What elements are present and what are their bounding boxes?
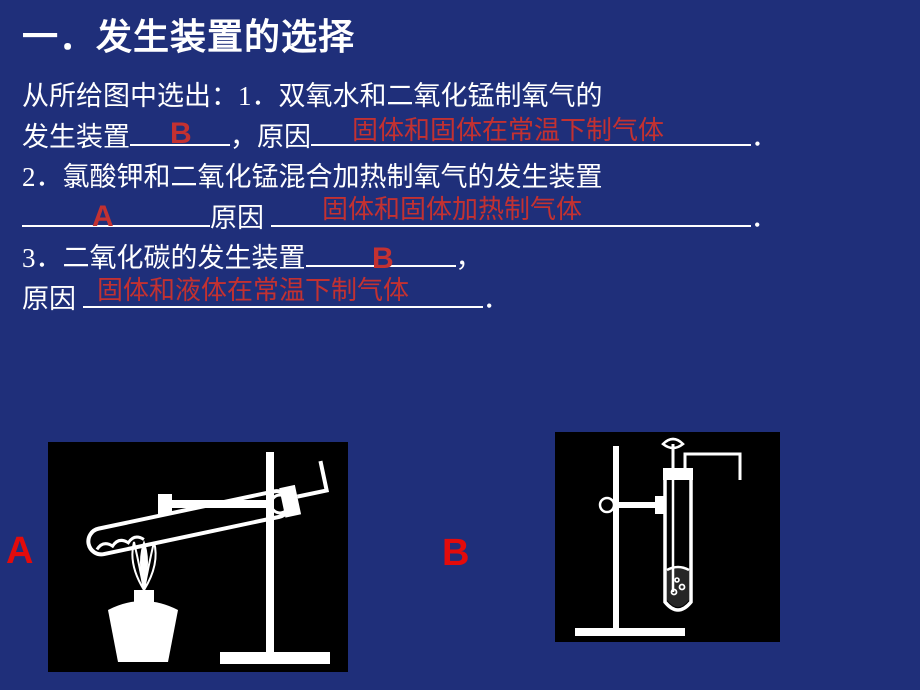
diagram-a — [48, 442, 348, 672]
q3-l1a: 3．二氧化碳的发生装置 — [22, 243, 306, 273]
diagram-b-label: B — [442, 532, 469, 575]
q3-l2b: ． — [483, 284, 510, 314]
q2-l2b: ． — [751, 203, 778, 233]
q2-l1: 2．氯酸钾和二氧化锰混合加热制氧气的发生装置 — [22, 162, 603, 192]
q1-answer-reason: 固体和固体在常温下制气体 — [352, 111, 664, 150]
diagram-b-svg — [555, 432, 780, 642]
q1-line2: 发生装置，原因． B 固体和固体在常温下制气体 — [22, 117, 898, 158]
q1-answer-letter: B — [170, 111, 192, 156]
diagrams-area: A — [0, 432, 920, 682]
q2-line2: 原因 ． A 固体和固体加热制气体 — [22, 198, 898, 239]
body-text: 从所给图中选出：1．双氧水和二氧化锰制氧气的 发生装置，原因． B 固体和固体在… — [22, 76, 898, 319]
diagram-a-svg — [48, 442, 348, 672]
q1-l2b: ，原因 — [230, 122, 311, 152]
q2-answer-reason: 固体和固体加热制气体 — [322, 190, 582, 229]
q3-l1b: ， — [456, 243, 483, 273]
q2-l2a: 原因 — [210, 203, 264, 233]
q3-line2: 原因 ． 固体和液体在常温下制气体 — [22, 279, 898, 320]
diagram-a-label: A — [6, 530, 33, 573]
slide-title: 一．发生装置的选择 — [22, 8, 898, 60]
q3-l2a: 原因 — [22, 284, 76, 314]
diagram-b — [555, 432, 780, 642]
q2-blank-device — [22, 198, 210, 226]
q2-answer-letter: A — [92, 194, 114, 239]
slide: 一．发生装置的选择 从所给图中选出：1．双氧水和二氧化锰制氧气的 发生装置，原因… — [0, 0, 920, 690]
q1-prefix: 从所给图中选出：1．双氧水和二氧化锰制氧气的 — [22, 81, 603, 111]
q3-answer-reason: 固体和液体在常温下制气体 — [97, 271, 409, 310]
q1-l2a: 发生装置 — [22, 122, 130, 152]
q1-l2c: ． — [751, 122, 778, 152]
